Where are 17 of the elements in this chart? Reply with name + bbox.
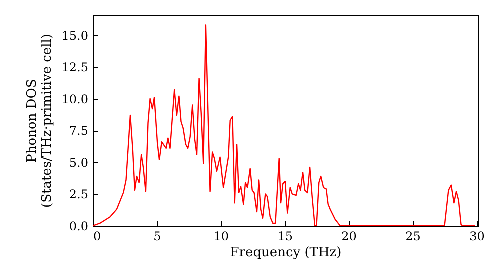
- y-tick-label: 10.0: [62, 92, 88, 106]
- x-tick-label: 5: [154, 230, 162, 244]
- y-tick-label: 7.5: [69, 124, 88, 138]
- x-tick-label: 30: [470, 230, 485, 244]
- line-series: [93, 24, 476, 226]
- y-tick-label: 0.0: [69, 220, 88, 234]
- x-tick-label: 25: [406, 230, 421, 244]
- x-tick-label: 15: [278, 230, 293, 244]
- y-axis-title: Phonon DOS (States/THz·primitive cell): [24, 34, 55, 208]
- y-tick-label: 2.5: [69, 188, 88, 202]
- x-tick-label: 0: [94, 230, 102, 244]
- y-tick-label: 5.0: [69, 156, 88, 170]
- y-tick-label: 12.5: [62, 60, 88, 75]
- x-tick-label: 20: [342, 230, 357, 244]
- x-tick-label: 10: [214, 230, 230, 244]
- x-axis-title: Frequency (THz): [230, 246, 342, 260]
- y-tick-label: 15.0: [62, 28, 88, 43]
